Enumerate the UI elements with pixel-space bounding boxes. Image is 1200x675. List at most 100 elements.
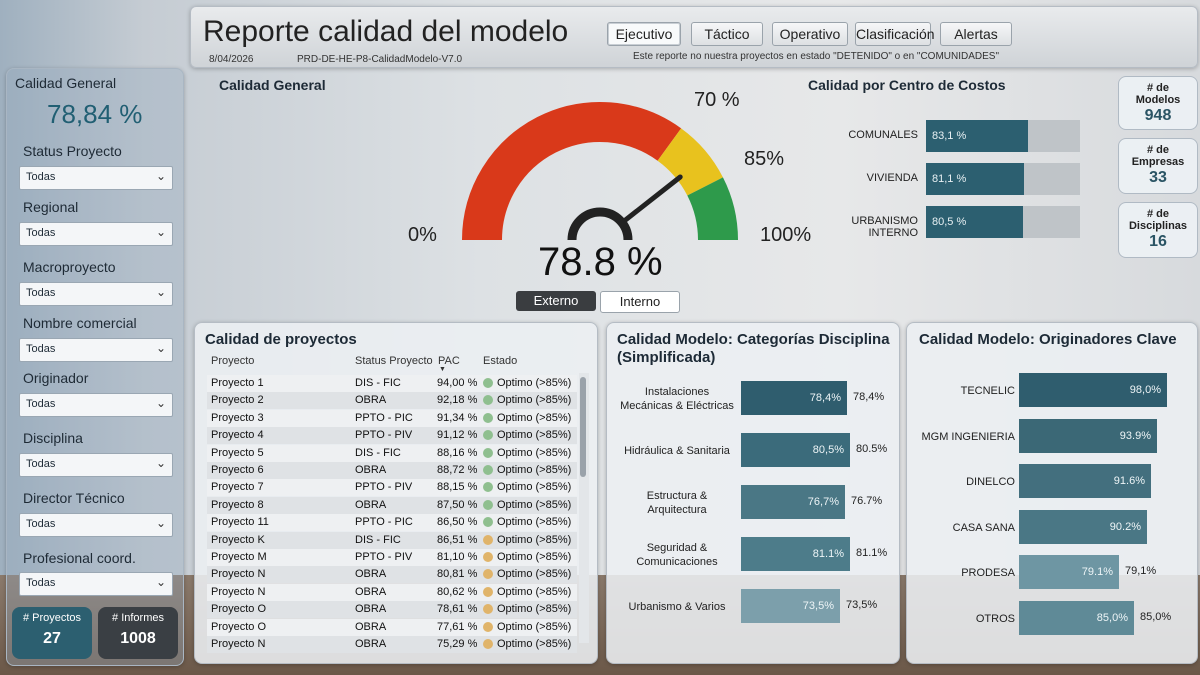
filter-select-director[interactable]: Todas ⌄ xyxy=(19,513,173,537)
project-pac: 91,12 % xyxy=(437,429,478,442)
cost-center-label: VIVIENDA xyxy=(866,172,918,184)
table-row[interactable]: Proyecto 11 PPTO - PIC 86,50 % Optimo (>85%… xyxy=(207,514,577,532)
tab-clasificacion[interactable]: Clasificación xyxy=(855,22,935,46)
discipline-title-line2: (Simplificada) xyxy=(617,349,716,366)
status-dot-icon xyxy=(483,586,493,597)
project-estado: Optimo (>85%) xyxy=(497,620,572,633)
discipline-label-line1: Urbanismo & Varios xyxy=(628,601,726,613)
column-header-status[interactable]: Status Proyecto xyxy=(355,355,433,367)
discipline-bar[interactable]: 73,5% xyxy=(741,589,840,623)
originator-bar-label: 85,0% xyxy=(1140,610,1172,623)
status-dot-icon xyxy=(483,639,493,649)
filter-select-macroproyecto[interactable]: Todas ⌄ xyxy=(19,282,173,306)
status-dot-icon xyxy=(483,465,493,475)
table-row[interactable]: Proyecto M PPTO - PIV 81,10 % Optimo (>85%) xyxy=(207,549,577,566)
project-estado: Optimo (>85%) xyxy=(497,638,572,650)
column-header-estado[interactable]: Estado xyxy=(483,355,518,367)
column-header-proyecto[interactable]: Proyecto xyxy=(211,355,255,367)
filter-value: Todas xyxy=(26,227,56,239)
status-dot-icon xyxy=(483,569,493,580)
chevron-down-icon: ⌄ xyxy=(155,516,166,530)
originator-bar[interactable]: 91.6% xyxy=(1019,464,1151,498)
discipline-label-line2: Mecánicas & Eléctricas xyxy=(620,400,734,412)
discipline-bar-label: 78,4% xyxy=(853,391,885,403)
project-estado: Optimo (>85%) xyxy=(497,551,572,563)
gauge-tick-70: 70 % xyxy=(694,89,740,111)
project-name: Proyecto 1 xyxy=(211,377,264,389)
table-row[interactable]: Proyecto O OBRA 78,61 % Optimo (>85%) xyxy=(207,601,577,619)
discipline-label-line2: Arquitectura xyxy=(647,504,707,516)
cost-center-title: Calidad por Centro de Costos xyxy=(808,77,1006,93)
project-estado: Optimo (>85%) xyxy=(497,377,572,389)
table-row[interactable]: Proyecto N OBRA 80,81 % Optimo (>85%) xyxy=(207,566,577,584)
status-dot-icon xyxy=(483,378,493,388)
column-header-pac[interactable]: PAC xyxy=(438,355,460,367)
cost-center-bar[interactable]: 81,1 % xyxy=(926,163,1024,195)
project-status: OBRA xyxy=(355,498,387,511)
table-row[interactable]: Proyecto 1 DIS - FIC 94,00 % Optimo (>85%) xyxy=(207,375,577,392)
count-informes: # Informes 1008 xyxy=(98,607,178,659)
filter-select-nombre-comercial[interactable]: Todas ⌄ xyxy=(19,338,173,362)
table-row[interactable]: Proyecto N OBRA 75,29 % Optimo (>85%) xyxy=(207,636,577,653)
project-name: Proyecto N xyxy=(211,638,266,650)
tab-alertas[interactable]: Alertas xyxy=(940,22,1012,46)
originator-label: MGM INGENIERIA xyxy=(921,430,1015,443)
table-row[interactable]: Proyecto K DIS - FIC 86,51 % Optimo (>85%) xyxy=(207,531,577,549)
originator-bar[interactable]: 79.1% xyxy=(1019,555,1119,589)
filter-select-status[interactable]: Todas ⌄ xyxy=(19,166,173,190)
originator-bar[interactable]: 98,0% xyxy=(1019,373,1167,407)
table-row[interactable]: Proyecto 6 OBRA 88,72 % Optimo (>85%) xyxy=(207,462,577,479)
table-row[interactable]: Proyecto 4 PPTO - PIV 91,12 % Optimo (>85%) xyxy=(207,427,577,445)
filter-select-disciplina[interactable]: Todas ⌄ xyxy=(19,453,173,477)
tab-tactico[interactable]: Táctico xyxy=(691,22,763,46)
tab-operativo[interactable]: Operativo xyxy=(772,22,848,46)
filter-sidebar: Calidad General 78,84 % Status Proyecto … xyxy=(6,68,184,666)
filter-select-originador[interactable]: Todas ⌄ xyxy=(19,393,173,417)
scrollbar-thumb[interactable] xyxy=(580,377,586,477)
count-label: # Informes xyxy=(112,612,164,624)
cost-center-bar[interactable]: 80,5 % xyxy=(926,206,1023,238)
project-name: Proyecto O xyxy=(211,603,267,616)
project-name: Proyecto 3 xyxy=(211,411,264,424)
status-dot-icon xyxy=(483,412,493,423)
kpi-label: # de xyxy=(1146,82,1169,94)
table-row[interactable]: Proyecto 2 OBRA 92,18 % Optimo (>85%) xyxy=(207,392,577,410)
table-row[interactable]: Proyecto 8 OBRA 87,50 % Optimo (>85%) xyxy=(207,496,577,514)
project-estado: Optimo (>85%) xyxy=(497,516,572,529)
discipline-bar[interactable]: 81.1% xyxy=(741,537,850,571)
table-row[interactable]: Proyecto 5 DIS - FIC 88,16 % Optimo (>85%) xyxy=(207,444,577,462)
filter-select-regional[interactable]: Todas ⌄ xyxy=(19,222,173,246)
originator-bar[interactable]: 85,0% xyxy=(1019,600,1134,635)
table-row[interactable]: Proyecto O OBRA 77,61 % Optimo (>85%) xyxy=(207,618,577,636)
table-row[interactable]: Proyecto 7 PPTO - PIV 88,15 % Optimo (>85%) xyxy=(207,479,577,497)
project-estado: Optimo (>85%) xyxy=(497,533,572,546)
chevron-down-icon: ⌄ xyxy=(155,225,166,239)
originator-bar[interactable]: 90.2% xyxy=(1019,509,1147,544)
table-row[interactable]: Proyecto 3 PPTO - PIC 91,34 % Optimo (>85%) xyxy=(207,409,577,427)
discipline-bar[interactable]: 76,7% xyxy=(741,485,845,519)
project-status: PPTO - PIC xyxy=(355,411,413,424)
toggle-externo[interactable]: Externo xyxy=(516,291,596,311)
report-code: PRD-DE-HE-P8-CalidadModelo-V7.0 xyxy=(297,54,463,65)
discipline-bar[interactable]: 80,5% xyxy=(741,433,850,467)
report-header: Reporte calidad del modelo 8/04/2026 PRD… xyxy=(190,6,1198,68)
tab-ejecutivo[interactable]: Ejecutivo xyxy=(607,22,681,46)
toggle-interno[interactable]: Interno xyxy=(600,291,680,313)
table-row[interactable]: Proyecto N OBRA 80,62 % Optimo (>85%) xyxy=(207,583,577,601)
project-estado: Optimo (>85%) xyxy=(497,498,572,511)
filter-select-profesional[interactable]: Todas ⌄ xyxy=(19,572,173,596)
kpi-label: Modelos xyxy=(1135,94,1181,106)
status-dot-icon xyxy=(483,534,493,545)
discipline-label: Hidráulica & Sanitaria xyxy=(615,444,739,458)
cost-center-label: URBANISMO INTERNO xyxy=(851,215,918,239)
originator-bar[interactable]: 93.9% xyxy=(1019,418,1157,453)
filter-label-status: Status Proyecto xyxy=(23,143,122,159)
project-status: DIS - FIC xyxy=(355,533,401,546)
kpi-value: 33 xyxy=(1149,169,1167,186)
cost-center-bar[interactable]: 83,1 % xyxy=(926,120,1028,152)
filter-label-disciplina: Disciplina xyxy=(23,430,83,446)
chevron-down-icon: ⌄ xyxy=(155,341,166,355)
project-name: Proyecto 6 xyxy=(211,464,264,476)
discipline-bar[interactable]: 78,4% xyxy=(741,381,847,415)
table-scrollbar[interactable] xyxy=(579,373,589,643)
